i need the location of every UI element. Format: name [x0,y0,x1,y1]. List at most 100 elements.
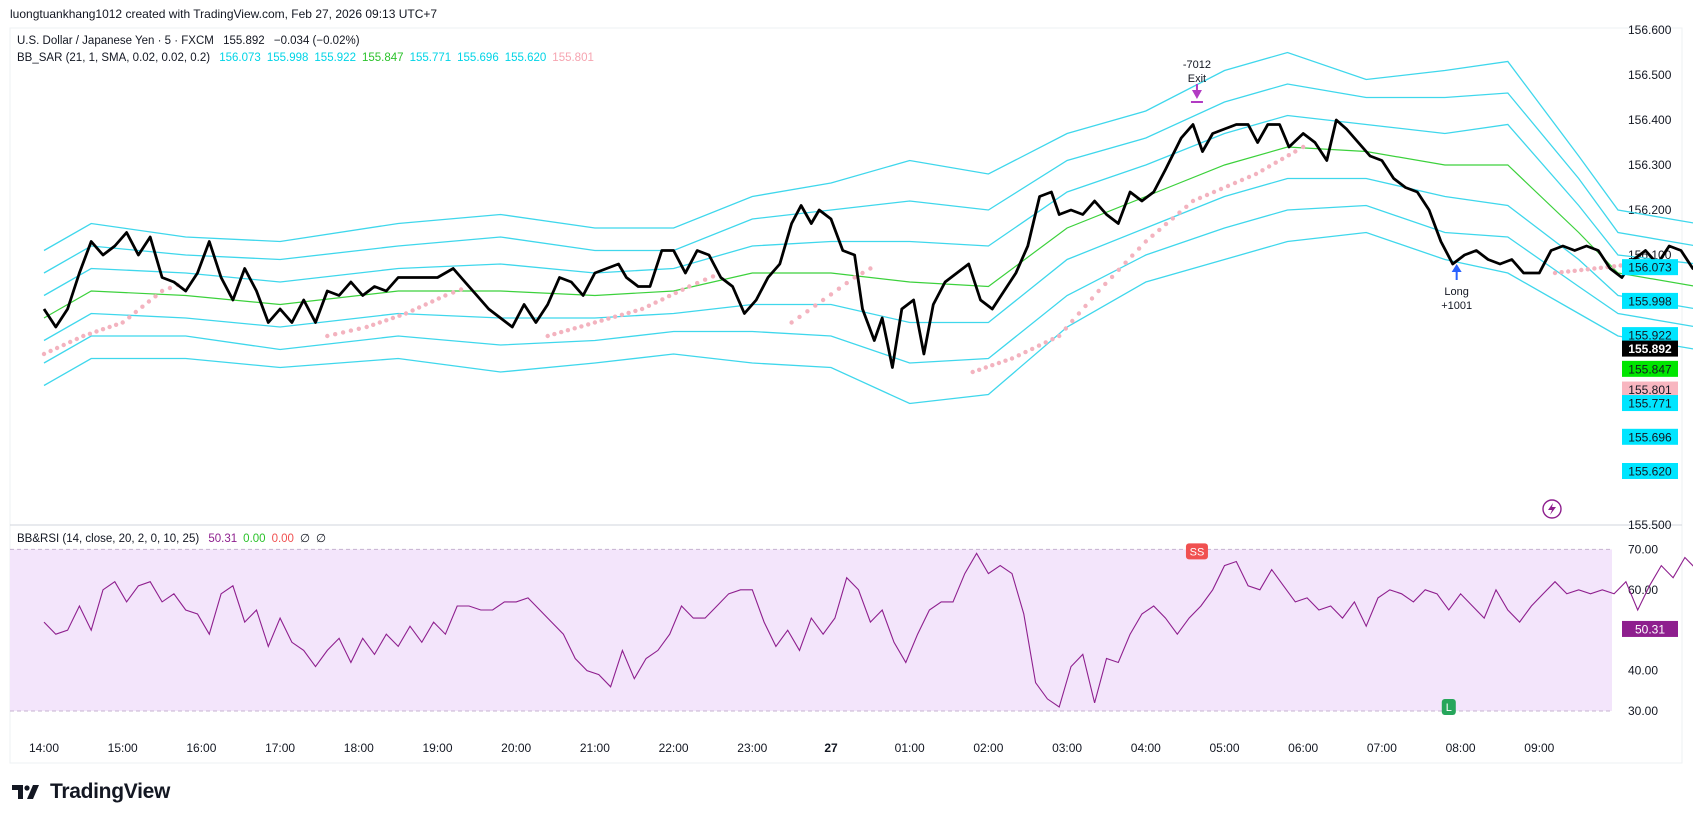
time-axis-tick: 04:00 [1131,741,1161,755]
sar-dot [1136,246,1142,251]
sar-dot [646,303,652,308]
indicator-value-5: 155.696 [457,52,499,64]
sar-dot [1552,270,1558,276]
sar-dot [828,292,834,297]
price-label-bg [1622,428,1678,445]
sar-dot [1177,210,1182,215]
sar-dot [458,287,464,292]
sar-dot [443,293,448,298]
price-axis-tick: 156.400 [1628,113,1672,127]
sar-dot [167,285,173,291]
band-lower-2 [43,204,1693,364]
sar-dot [1083,303,1088,309]
signal-label-bottom: +1001 [1441,300,1472,312]
band-basis [43,146,1693,319]
sar-dot [970,369,975,375]
rsi-value-2: 0.00 [271,533,294,545]
price-label-bg [1622,327,1678,344]
sar-dot [592,320,598,325]
sar-dot [545,333,550,339]
sar-dot [1050,337,1055,342]
sar-dot [1036,343,1042,348]
sar-dot [1280,156,1285,162]
sar-dot [1239,177,1245,183]
price-label-text: 155.922 [1628,329,1672,343]
sar-dot [1103,281,1108,287]
band-lower-3 [43,231,1693,405]
sar-dot [1184,204,1189,209]
sar-dot [87,331,93,336]
sar-dot [1070,318,1075,324]
sar-dot [626,310,631,316]
sar-dot [1057,333,1062,339]
sar-dot [660,297,665,302]
sar-dot [1232,180,1238,186]
symbol-name: U.S. Dollar / Japanese Yen · 5 · FXCM [17,35,214,47]
time-axis-tick: 07:00 [1367,741,1397,755]
sar-dot [572,326,577,331]
sar-dot [1204,192,1210,198]
sar-dot [1260,168,1265,173]
price-label-bg [1622,360,1678,377]
sar-dot [68,339,73,345]
sar-dot [348,328,354,333]
rsi-marker-bg [1185,543,1208,560]
sar-dot [805,309,810,314]
indicator-legend-bb-rsi[interactable]: BB&RSI (14, close, 20, 2, 0, 10, 25) 50.… [17,531,326,545]
band-upper-2 [43,83,1693,274]
sar-dot [1301,144,1306,150]
price-label-text: 155.998 [1628,294,1672,308]
price-change: −0.034 (−0.02%) [273,35,360,47]
sar-dot [844,280,849,286]
sar-dot [1253,171,1259,177]
time-axis-tick: 05:00 [1209,741,1239,755]
band-upper-1 [43,114,1693,297]
sar-dot [153,294,158,299]
price-axis-label: 155.847 [1622,360,1678,377]
sar-dot [127,315,132,320]
sar-dot [606,316,611,321]
price-axis-tick: 155.500 [1628,518,1672,532]
sar-dot [680,287,685,292]
sar-dot [48,348,53,354]
sar-dot [140,304,145,309]
time-axis-tick: 20:00 [501,741,531,755]
sar-dot [1030,346,1035,352]
sar-dot [1143,239,1149,244]
time-axis-tick: 02:00 [973,741,1003,755]
sar-dot [1089,296,1095,301]
signal-label-bottom: Exit [1188,73,1206,85]
sar-dot [586,322,591,327]
sar-dot [1163,221,1169,227]
price-label-bg [1622,259,1678,276]
tradingview-brand: TradingView [50,780,171,803]
sar-dot [403,311,409,316]
sar-dot [61,342,66,348]
indicator-value-7: 155.801 [552,52,594,64]
sar-dot [390,315,396,321]
sar-dot [1109,274,1115,280]
rsi-marker: SS [1185,543,1208,560]
rsi-price-label-text: 50.31 [1635,622,1665,636]
time-axis-tick: 09:00 [1524,741,1554,755]
price-label-bg [1622,292,1678,309]
sar-dot [74,336,80,342]
sar-dot [1170,216,1176,221]
price-axis-label: 155.801 [1622,381,1678,398]
sar-dot [377,320,382,325]
indicator-value-1: 155.998 [266,52,309,64]
sar-dot [687,284,692,289]
price-axis-tick: 156.300 [1628,158,1672,172]
indicator-value-0: 156.073 [219,52,261,64]
rsi-value-3: ∅ [299,533,310,545]
indicator-legend-bb-sar[interactable]: BB_SAR (21, 1, SMA, 0.02, 0.02, 0.2) 156… [17,52,594,64]
price-axis-label: 155.892 [1622,340,1678,357]
sar-dot [599,318,604,323]
rsi-value-0: 50.31 [208,533,238,545]
price-axis-tick: 156.500 [1628,68,1672,82]
symbol-legend[interactable]: U.S. Dollar / Japanese Yen · 5 · FXCM 15… [17,35,360,47]
price-axis-label: 155.998 [1622,292,1678,309]
sar-dot [410,308,415,313]
sar-dot [159,288,165,294]
